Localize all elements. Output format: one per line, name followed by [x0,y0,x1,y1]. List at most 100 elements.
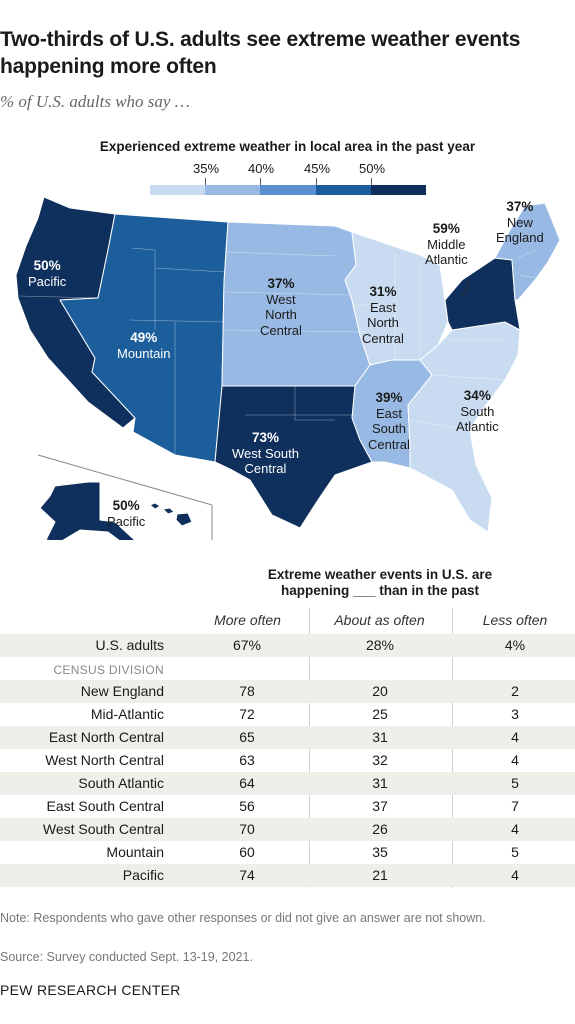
source-line: Source: Survey conducted Sept. 13-19, 20… [0,950,253,964]
cell-less-often: 7 [511,798,519,814]
region-name-line: West [266,291,296,307]
region-name-line: Central [244,461,287,476]
footnote: Note: Respondents who gave other respons… [0,911,486,925]
section-label: CENSUS DIVISION [53,663,164,677]
table-heading-line: happening ___ than in the past [280,583,480,598]
region-value: 73% [251,430,279,445]
legend-tick-label: 45% [303,161,331,176]
cell-less-often: 4 [511,752,519,768]
cell-about-as-often: 31 [372,775,388,791]
cell-less-often: 3 [511,706,519,722]
row-label: Mid-Atlantic [90,706,164,722]
region-label-west-south-central: 73% West South Central [232,430,299,477]
row-label: West North Central [45,752,164,768]
cell-more-often: 74 [239,867,255,883]
row-label: East South Central [46,798,164,814]
region-hawaii [149,502,193,527]
chart-title: Two-thirds of U.S. adults see extreme we… [0,28,521,78]
legend-tick-label: 40% [247,161,275,176]
region-name-line: South [371,421,406,436]
region-label-west-north-central: 37% West North Central [260,276,302,338]
cell-less-often: 5 [511,844,519,860]
region-value: 37% [267,276,295,291]
legend-tick-label: 50% [358,161,386,176]
brand-logo-text: PEW RESEARCH CENTER [0,982,181,998]
cell-about-as-often: 37 [372,798,388,814]
table-row: South Atlantic 64 31 5 [0,772,575,795]
legend-title: Experienced extreme weather in local are… [99,139,476,154]
region-value: 31% [369,284,397,299]
cell-more-often: 63 [239,752,255,768]
row-label: East North Central [48,729,164,745]
chart-subtitle: % of U.S. adults who say … [0,92,190,111]
region-name-line: Central [368,436,410,452]
cell-about-as-often: 35 [372,844,388,860]
region-name-line: West South [232,445,299,461]
row-label: West South Central [42,821,164,837]
table-row: East South Central 56 37 7 [0,795,575,818]
table-heading: Extreme weather events in U.S. are happe… [250,567,510,599]
region-label-new-england: 37% New England [496,199,544,246]
region-label-mountain: 49% Mountain [117,330,170,361]
table-row: Mid-Atlantic 72 25 3 [0,703,575,726]
row-label: South Atlantic [78,775,164,791]
cell-less-often: 2 [511,683,519,699]
region-value: 34% [463,388,491,403]
region-name-line: Central [260,322,302,338]
region-value: 37% [506,199,534,214]
table-row: West North Central 63 32 4 [0,749,575,772]
cell-about-as-often: 32 [372,752,388,768]
legend-swatch [371,185,426,195]
legend-tick-label: 35% [192,161,220,176]
region-name: Pacific [107,513,146,529]
region-name-line: New [506,214,533,230]
region-value: 50% [112,498,140,513]
region-alaska [39,481,136,540]
inset-line [37,454,213,506]
row-label: Pacific [122,867,164,883]
cell-about-as-often: 31 [372,729,388,745]
cell-about-as-often: 26 [372,821,388,837]
region-label-pacific-inset: 50% Pacific [107,498,145,529]
table-row: East North Central 65 31 4 [0,726,575,749]
region-value: 59% [432,221,460,236]
cell-about-as-often: 21 [372,867,388,883]
region-name-line: South [460,403,495,419]
region-name-line: North [265,307,297,322]
region-name-line: East [375,405,402,421]
region-name-line: Middle [427,236,466,252]
region-middle-atlantic [444,257,521,331]
table-row-total: U.S. adults 67% 28% 4% [0,634,575,657]
region-value: 50% [33,258,61,273]
us-census-division-map [15,196,561,540]
cell-about-as-often: 28% [365,637,395,653]
table-heading-line: Extreme weather events in U.S. are [267,567,493,582]
region-label-east-south-central: 39% East South Central [368,390,410,452]
cell-more-often: 72 [239,706,255,722]
row-label: U.S. adults [95,637,164,653]
region-name-line: Atlantic [425,252,468,267]
region-name-line: Atlantic [456,419,499,434]
cell-more-often: 67% [232,637,262,653]
row-label: New England [80,683,164,699]
cell-more-often: 65 [239,729,255,745]
legend-swatch [316,185,371,195]
region-label-east-north-central: 31% East North Central [362,284,404,346]
legend-color-scale [150,185,426,195]
cell-less-often: 4% [504,637,526,653]
state-borders [19,247,549,455]
region-name: Pacific [28,273,67,289]
cell-less-often: 4 [511,821,519,837]
region-name-line: Central [362,330,404,346]
row-label: Mountain [106,844,164,860]
table-row: New England 78 20 2 [0,680,575,703]
region-value: 49% [130,330,158,345]
column-header-less-often: Less often [482,612,548,628]
region-name-line: East [369,299,396,315]
region-label-middle-atlantic: 59% Middle Atlantic [425,221,468,268]
table-row: West South Central 70 26 4 [0,818,575,841]
region-label-south-atlantic: 34% South Atlantic [456,388,499,435]
column-header-more-often: More often [214,612,281,628]
cell-more-often: 70 [239,821,255,837]
legend-swatch [150,185,205,195]
